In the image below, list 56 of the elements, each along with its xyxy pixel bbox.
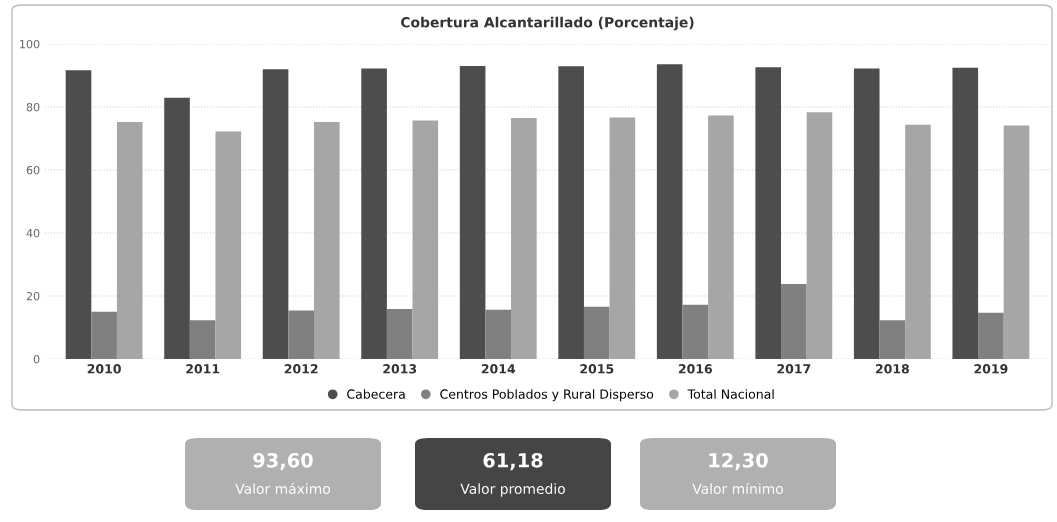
text: 61,18 <box>483 452 543 471</box>
bar <box>288 310 314 359</box>
bar <box>656 64 683 359</box>
bar <box>313 122 340 359</box>
bar <box>386 308 413 359</box>
y-tick-label: 80 <box>26 102 40 112</box>
bar <box>952 67 979 359</box>
bar <box>485 309 512 359</box>
bar <box>361 68 387 359</box>
bar <box>558 66 584 359</box>
y-tick-label: 60 <box>26 165 40 175</box>
y-tick-label: 20 <box>26 291 40 301</box>
legend-label: Centros Poblados y Rural Disperso <box>440 389 654 402</box>
legend-label: Total Nacional <box>687 389 774 399</box>
bar <box>682 304 709 359</box>
bar <box>65 70 92 359</box>
x-tick-label: 2013 <box>383 364 417 374</box>
bar <box>853 68 880 359</box>
bar <box>583 306 610 359</box>
bar <box>215 131 242 359</box>
bar <box>879 320 906 359</box>
bar <box>806 112 833 359</box>
bar <box>412 120 439 359</box>
bar <box>262 69 289 359</box>
y-tick-label: 40 <box>26 228 40 238</box>
x-tick-label: 2019 <box>974 364 1008 374</box>
bar <box>609 117 636 359</box>
x-tick-label: 2016 <box>678 364 713 374</box>
bar <box>164 97 190 359</box>
bar <box>978 312 1004 359</box>
bar <box>1003 125 1030 359</box>
chart-title: Cobertura Alcantarillado (Porcentaje) <box>401 16 694 31</box>
bar <box>116 122 143 359</box>
bar <box>781 284 807 359</box>
x-tick-label: 2018 <box>875 364 909 374</box>
x-tick-label: 2017 <box>777 364 811 374</box>
text: Valor mínimo <box>692 482 783 495</box>
x-tick-label: 2011 <box>186 364 220 374</box>
text: Valor máximo <box>235 482 331 495</box>
text: 12,30 <box>709 452 768 471</box>
bar <box>189 320 216 359</box>
x-tick-label: 2012 <box>284 364 318 374</box>
bar <box>708 115 734 359</box>
y-tick-label: 0 <box>33 354 40 364</box>
text: Valor promedio <box>460 483 565 497</box>
bar <box>91 311 117 359</box>
text: 93,60 <box>253 452 313 471</box>
x-tick-label: 2015 <box>580 364 614 374</box>
bar <box>905 124 931 359</box>
bar <box>459 66 486 359</box>
x-tick-label: 2010 <box>87 364 121 374</box>
legend-label: Cabecera <box>347 389 405 399</box>
bar <box>755 67 782 359</box>
y-tick-label: 100 <box>20 39 40 49</box>
x-tick-label: 2014 <box>481 364 516 374</box>
bar <box>511 118 537 359</box>
